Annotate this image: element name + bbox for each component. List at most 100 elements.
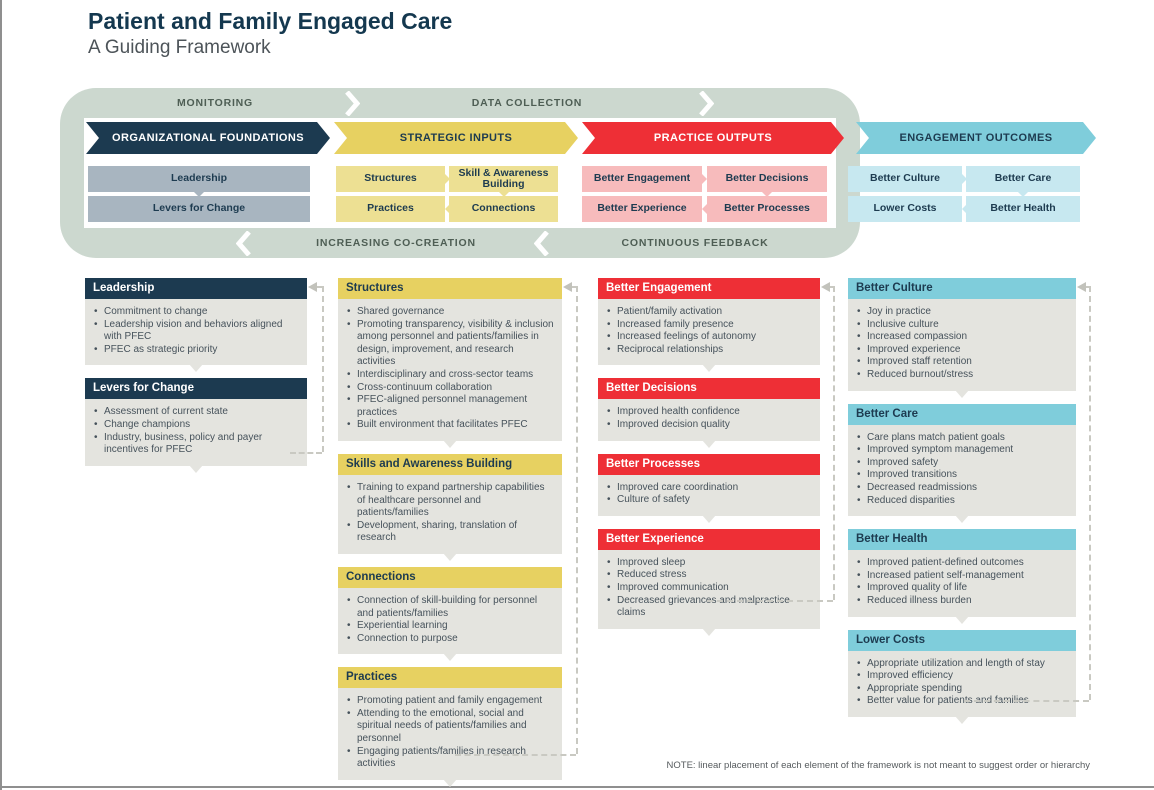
detail-box-title: Better Health <box>856 533 928 546</box>
column-header-label: STRATEGIC INPUTS <box>399 132 513 144</box>
page-left-border <box>0 0 2 790</box>
feedback-loop-top-segment <box>830 286 833 288</box>
bullet-item: Joy in practice <box>856 306 1068 319</box>
bullet-item: Care plans match patient goals <box>856 432 1068 445</box>
bullet-item: Improved decision quality <box>606 419 812 432</box>
detail-box-header: Practices <box>338 667 562 689</box>
detail-box-header: Leadership <box>85 278 307 299</box>
grid-cell-label: Better Processes <box>724 202 810 215</box>
detail-box-header: Better Experience <box>598 528 820 550</box>
bullet-item: PFEC-aligned personnel management practi… <box>346 394 554 419</box>
feedback-loop-vertical <box>833 286 835 600</box>
detail-box-better-processes: Better Processes Improved care coordinati… <box>598 453 820 523</box>
chevron-left-icon <box>236 231 251 256</box>
bullet-item: Connection to purpose <box>346 633 554 646</box>
grid-cell-label: Leadership <box>170 172 228 185</box>
detail-box-body: Improved sleepReduced stressImproved com… <box>598 549 820 629</box>
detail-box-better-health: Better Health Improved patient-defined ou… <box>848 529 1076 624</box>
detail-box-lower-costs: Lower Costs Appropriate utilization and l… <box>848 629 1076 725</box>
bullet-item: Increased compassion <box>856 331 1068 344</box>
band-label-monitoring: MONITORING <box>176 97 254 109</box>
flow-notch-down-icon <box>498 192 509 197</box>
detail-box-body: Commitment to changeLeadership vision an… <box>85 299 307 366</box>
detail-box-title: Better Processes <box>606 457 700 470</box>
flow-notch-right-icon <box>445 174 450 184</box>
flow-notch-down-icon <box>762 192 772 197</box>
bullet-item: Change champions <box>93 419 299 432</box>
detail-box-better-experience: Better Experience Improved sleepReduced s… <box>598 528 820 636</box>
detail-box-title: Better Engagement <box>606 282 712 294</box>
bullet-item: Industry, business, policy and payer inc… <box>93 432 299 457</box>
grid-cell-label: Practices <box>367 202 414 215</box>
band-label-continuous-feedback: CONTINUOUS FEEDBACK <box>621 237 769 249</box>
detail-box-header: Better Decisions <box>598 378 820 400</box>
flow-notch-left-icon <box>702 204 707 214</box>
feedback-loop-vertical <box>576 286 578 754</box>
detail-box-title: Connections <box>346 570 416 583</box>
detail-column-organizational-foundations: Leadership Commitment to changeLeadership… <box>85 278 307 474</box>
grid-cell-lower-costs: Lower Costs <box>848 196 962 222</box>
detail-box-header: Better Culture <box>848 278 1076 299</box>
bullet-item: Improved efficiency <box>856 670 1068 683</box>
bullet-item: Commitment to change <box>93 306 299 319</box>
flow-notch-left-icon <box>445 204 450 214</box>
grid-cell-better-processes: Better Processes <box>707 196 827 222</box>
detail-box-structures: Structures Shared governancePromoting tra… <box>338 278 562 448</box>
detail-column-practice-outputs: Better Engagement Patient/family activati… <box>598 278 820 636</box>
feedback-loop-vertical <box>1089 286 1091 700</box>
detail-box-title: Better Decisions <box>606 382 697 395</box>
detail-box-better-engagement: Better Engagement Patient/family activati… <box>598 278 820 373</box>
column-header-practice-outputs: PRACTICE OUTPUTS <box>582 122 844 154</box>
detail-box-connections: Connections Connection of skill-building … <box>338 566 562 662</box>
detail-box-title: Better Culture <box>856 282 933 294</box>
detail-box-title: Structures <box>346 282 404 294</box>
column-header-organizational-foundations: ORGANIZATIONAL FOUNDATIONS <box>86 122 330 154</box>
detail-box-body: Training to expand partnership capabilit… <box>338 474 562 554</box>
feedback-arrow-left-icon <box>308 282 317 292</box>
detail-box-better-care: Better Care Care plans match patient goal… <box>848 403 1076 523</box>
detail-box-title: Practices <box>346 671 398 684</box>
bullet-item: Patient/family activation <box>606 306 812 319</box>
detail-box-better-decisions: Better Decisions Improved health confiden… <box>598 378 820 448</box>
detail-box-header: Better Health <box>848 529 1076 551</box>
bullet-item: Connection of skill-building for personn… <box>346 595 554 620</box>
grid-cell-label: Levers for Change <box>152 202 246 215</box>
flow-notch-right-icon <box>962 174 967 184</box>
detail-box-title: Lower Costs <box>856 633 926 646</box>
bullet-item: Promoting patient and family engagement <box>346 695 554 708</box>
detail-box-body: Joy in practiceInclusive cultureIncrease… <box>848 299 1076 391</box>
bullet-item: Interdisciplinary and cross-sector teams <box>346 369 554 382</box>
bullet-item: Reduced stress <box>606 569 812 582</box>
footnote: NOTE: linear placement of each element o… <box>666 760 1090 771</box>
bullet-item: Improved transitions <box>856 469 1068 482</box>
band-label-increasing-co-creation: INCREASING CO-CREATION <box>316 237 476 249</box>
detail-box-better-culture: Better Culture Joy in practiceInclusive c… <box>848 278 1076 398</box>
detail-box-leadership: Leadership Commitment to changeLeadership… <box>85 278 307 373</box>
grid-cell-label: Connections <box>471 202 536 215</box>
grid-cell-practices: Practices <box>336 196 445 222</box>
grid-cell-label: Better Care <box>994 172 1052 185</box>
detail-box-header: Better Engagement <box>598 278 820 299</box>
grid-cell-label: Structures <box>364 172 417 185</box>
bullet-item: Decreased grievances and malpractice cla… <box>606 595 812 620</box>
feedback-loop-top-segment <box>572 286 576 288</box>
flow-notch-down-icon <box>194 192 204 197</box>
grid-cell-better-decisions: Better Decisions <box>707 166 827 192</box>
grid-cell-skill-awareness-building: Skill & Awareness Building <box>449 166 558 192</box>
chevron-right-icon <box>345 91 360 116</box>
column-header-label: PRACTICE OUTPUTS <box>653 132 773 144</box>
grid-cell-better-health: Better Health <box>966 196 1080 222</box>
detail-box-header: Levers for Change <box>85 378 307 400</box>
detail-box-header: Connections <box>338 566 562 588</box>
feedback-loop-bottom-segment <box>455 754 576 756</box>
detail-box-body: Improved patient-defined outcomesIncreas… <box>848 550 1076 617</box>
bullet-item: Improved health confidence <box>606 406 812 419</box>
detail-column-engagement-outcomes: Better Culture Joy in practiceInclusive c… <box>848 278 1076 725</box>
grid-cell-label: Skill & Awareness Building <box>458 166 549 190</box>
detail-box-header: Structures <box>338 278 562 299</box>
detail-box-practices: Practices Promoting patient and family en… <box>338 667 562 787</box>
grid-cell-leadership: Leadership <box>88 166 310 192</box>
bullet-item: Increased patient self-management <box>856 570 1068 583</box>
bullet-item: Appropriate spending <box>856 683 1068 696</box>
